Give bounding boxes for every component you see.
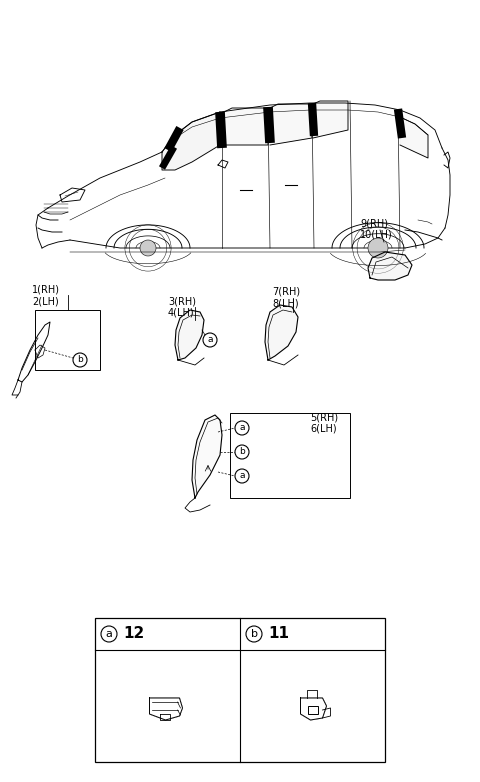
Text: 12: 12 (123, 626, 144, 641)
Circle shape (140, 240, 156, 256)
Text: a: a (239, 424, 245, 432)
Circle shape (235, 421, 249, 435)
Circle shape (73, 353, 87, 367)
Circle shape (368, 238, 388, 258)
Text: 1(RH)
2(LH): 1(RH) 2(LH) (32, 285, 60, 307)
Polygon shape (313, 101, 348, 138)
Text: a: a (207, 335, 213, 345)
Circle shape (235, 445, 249, 459)
Circle shape (235, 469, 249, 483)
Text: a: a (239, 472, 245, 480)
Text: 5(RH)
6(LH): 5(RH) 6(LH) (310, 412, 338, 433)
Polygon shape (175, 310, 204, 360)
Polygon shape (270, 104, 312, 145)
Circle shape (101, 626, 117, 642)
Polygon shape (400, 117, 428, 158)
Polygon shape (149, 698, 182, 720)
Polygon shape (222, 108, 268, 145)
Polygon shape (368, 252, 412, 280)
Text: a: a (106, 629, 112, 639)
Text: b: b (77, 356, 83, 364)
Polygon shape (265, 305, 298, 360)
Text: 7(RH)
8(LH): 7(RH) 8(LH) (272, 287, 300, 309)
Polygon shape (300, 698, 326, 720)
Polygon shape (162, 112, 220, 170)
Polygon shape (192, 415, 222, 498)
Text: b: b (251, 629, 257, 639)
Circle shape (246, 626, 262, 642)
Text: b: b (239, 447, 245, 457)
Text: 9(RH)
10(LH): 9(RH) 10(LH) (360, 218, 393, 239)
Circle shape (203, 333, 217, 347)
Text: 3(RH)
4(LH): 3(RH) 4(LH) (168, 296, 196, 317)
Text: 11: 11 (268, 626, 289, 641)
